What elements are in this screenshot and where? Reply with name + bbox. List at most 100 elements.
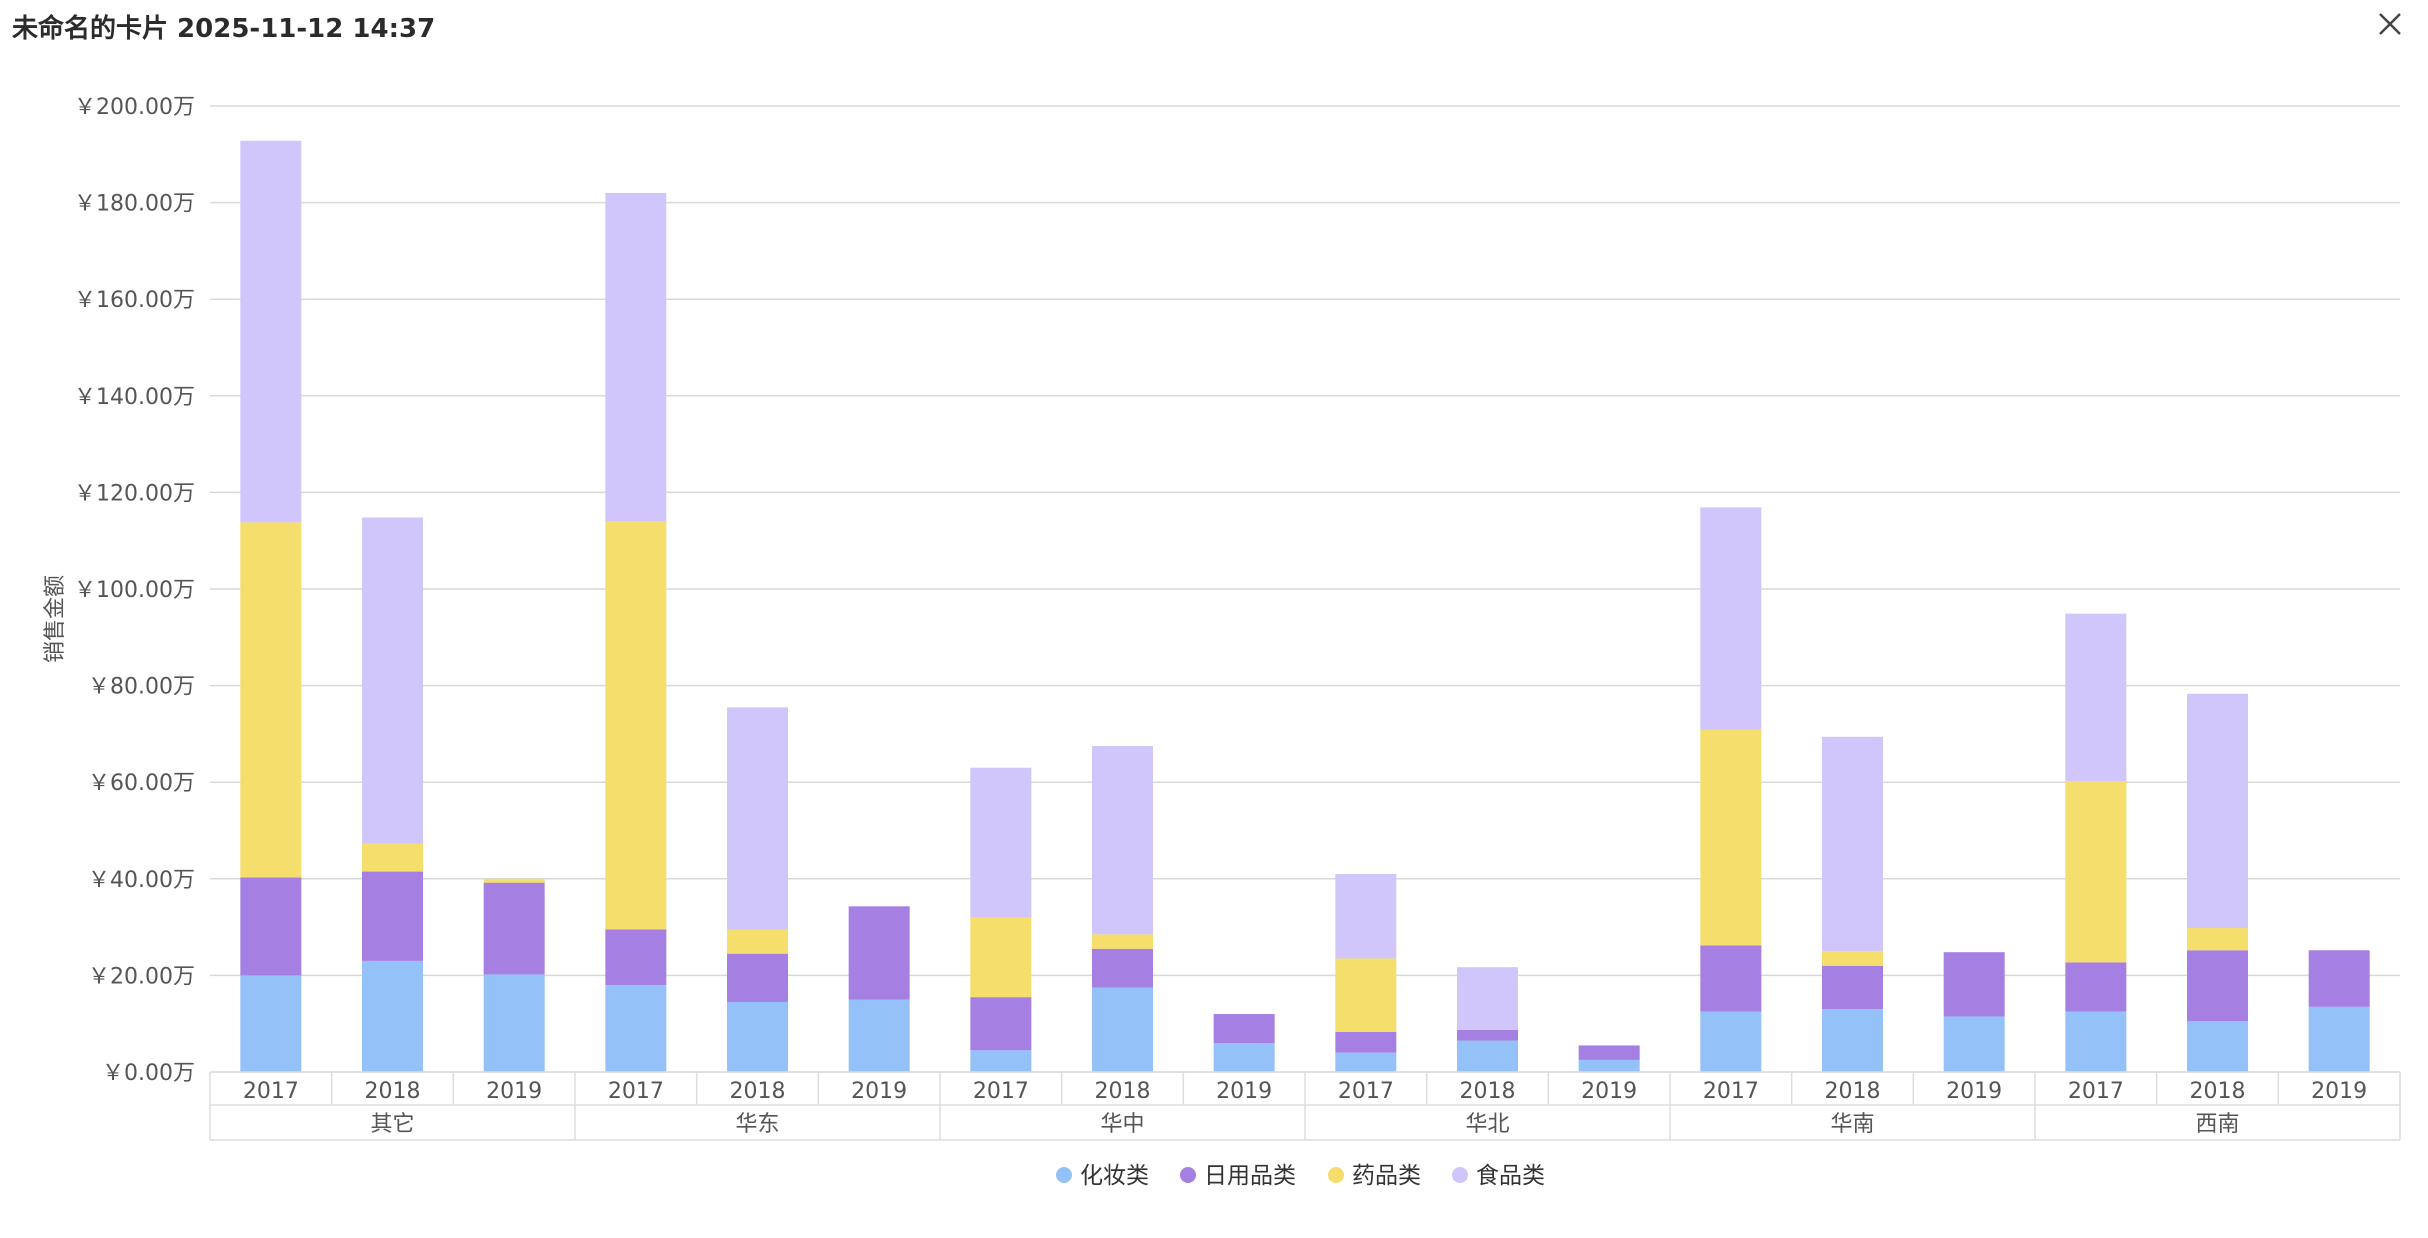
close-icon (2379, 13, 2401, 35)
legend-marker (1328, 1167, 1344, 1183)
bar-segment (1700, 507, 1762, 730)
bar-segment (1578, 1059, 1640, 1072)
bar-segment (483, 878, 545, 883)
bar-segment (1335, 1052, 1397, 1072)
bar-segment (2187, 693, 2248, 929)
bar-segment (848, 999, 910, 1072)
legend-marker (1056, 1167, 1072, 1183)
bar-segment (1822, 1009, 1883, 1072)
bar-segment (605, 521, 667, 930)
close-button[interactable] (2374, 8, 2406, 40)
bar-segment (1822, 965, 1883, 1010)
x-tick-label-year: 2019 (851, 1079, 907, 1104)
y-tick-label: ￥160.00万 (74, 288, 195, 313)
x-tick-label-year: 2019 (1216, 1079, 1272, 1104)
bar-segment (727, 707, 788, 930)
page-title: 未命名的卡片 2025-11-12 14:37 (12, 14, 436, 44)
y-tick-label: ￥40.00万 (88, 868, 195, 893)
x-tick-label-year: 2017 (973, 1079, 1029, 1104)
bar-segment (240, 877, 302, 976)
bar-segment (1335, 1031, 1397, 1053)
legend-label: 食品类 (1476, 1163, 1545, 1189)
bar-segment (605, 929, 667, 986)
x-tick-label-year: 2017 (1703, 1079, 1759, 1104)
x-tick-label-group: 华东 (735, 1112, 779, 1137)
bar-segment (727, 953, 788, 1002)
bar-segment (1822, 736, 1883, 952)
x-tick-label-year: 2018 (1825, 1079, 1881, 1104)
x-tick-label-group: 西南 (2195, 1112, 2239, 1137)
bar-segment (1213, 1014, 1275, 1044)
y-tick-label: ￥100.00万 (74, 578, 195, 603)
bar-segment (2065, 1011, 2127, 1072)
y-tick-label: ￥0.00万 (102, 1061, 195, 1086)
x-tick-label-year: 2017 (608, 1079, 664, 1104)
bar-segment (970, 997, 1032, 1051)
x-tick-label-year: 2019 (1946, 1079, 2002, 1104)
bar-segment (2187, 1021, 2248, 1072)
bar-segment (2187, 928, 2248, 951)
bar-segment (727, 1001, 788, 1072)
y-tick-label: ￥120.00万 (74, 481, 195, 506)
bar-segment (2065, 613, 2127, 782)
y-tick-label: ￥140.00万 (74, 385, 195, 410)
bar-segment (2308, 1006, 2370, 1072)
bar-segment (1457, 1040, 1518, 1072)
bar-segment (1457, 1029, 1518, 1041)
legend-label: 日用品类 (1204, 1163, 1296, 1189)
bar-segment (2308, 950, 2370, 1007)
bar-segment (1457, 967, 1518, 1030)
y-tick-label: ￥20.00万 (88, 964, 195, 989)
bar-segment (362, 843, 423, 872)
bar-segment (240, 975, 302, 1072)
bar-segment (970, 767, 1032, 918)
x-tick-label-year: 2018 (1460, 1079, 1516, 1104)
bar-segment (1335, 958, 1397, 1032)
bar-segment (605, 985, 667, 1072)
x-tick-label-year: 2017 (243, 1079, 299, 1104)
y-tick-label: ￥80.00万 (88, 675, 195, 700)
bar-segment (240, 140, 302, 523)
bar-segment (362, 871, 423, 961)
x-tick-label-group: 华南 (1830, 1112, 1874, 1137)
bar-segment (2187, 950, 2248, 1022)
x-tick-label-year: 2019 (486, 1079, 542, 1104)
bar-segment (483, 974, 545, 1072)
bar-segment (1092, 987, 1153, 1072)
bar-segment (970, 1050, 1032, 1072)
x-tick-label-year: 2019 (1581, 1079, 1637, 1104)
bar-segment (1943, 952, 2005, 1017)
x-tick-label-year: 2018 (2190, 1079, 2246, 1104)
x-tick-label-year: 2018 (730, 1079, 786, 1104)
bar-segment (2065, 962, 2127, 1012)
x-tick-label-group: 华中 (1100, 1112, 1144, 1137)
bar-segment (1335, 873, 1397, 959)
x-tick-label-year: 2018 (365, 1079, 421, 1104)
legend-marker (1180, 1167, 1196, 1183)
bar-segment (848, 906, 910, 1000)
bar-segment (1213, 1043, 1275, 1072)
x-tick-label-year: 2019 (2311, 1079, 2367, 1104)
bar-segment (2065, 781, 2127, 963)
x-tick-label-year: 2018 (1095, 1079, 1151, 1104)
bar-segment (1578, 1045, 1640, 1060)
x-tick-label-group: 华北 (1465, 1112, 1509, 1137)
y-tick-label: ￥60.00万 (88, 771, 195, 796)
bar-segment (1092, 934, 1153, 949)
bar-segment (1700, 729, 1762, 946)
card-header: 未命名的卡片 2025-11-12 14:37 (0, 0, 2428, 60)
bar-segment (605, 192, 667, 522)
bar-segment (970, 917, 1032, 998)
x-tick-label-year: 2017 (2068, 1079, 2124, 1104)
bar-segment (727, 929, 788, 954)
bar-segment (483, 882, 545, 975)
bar-segment (1700, 945, 1762, 1012)
bar-segment (1943, 1016, 2005, 1072)
bar-segment (1822, 951, 1883, 966)
legend-label: 药品类 (1352, 1163, 1421, 1189)
y-axis-label: 销售金额 (43, 575, 68, 663)
bar-segment (1700, 1011, 1762, 1072)
bar-segment (1092, 745, 1153, 935)
x-tick-label-group: 其它 (370, 1112, 414, 1137)
